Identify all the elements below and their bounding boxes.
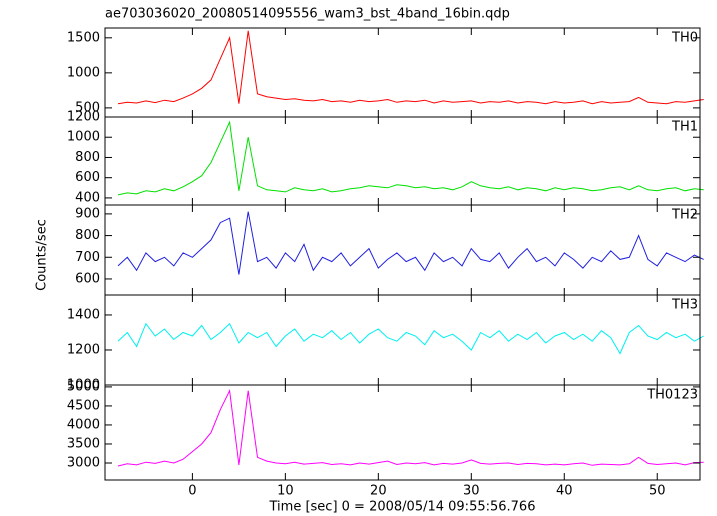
chart-title: ae703036020_20080514095556_wam3_bst_4ban… xyxy=(105,7,510,22)
y-tick-label: 600 xyxy=(75,170,100,185)
y-tick-label: 700 xyxy=(75,250,100,265)
y-tick-label: 400 xyxy=(75,190,100,205)
y-tick-label: 4500 xyxy=(67,398,100,413)
panel-label: TH0123 xyxy=(646,388,698,403)
panel-frame xyxy=(104,204,701,296)
y-tick-label: 800 xyxy=(75,228,100,243)
y-tick-label: 900 xyxy=(75,206,100,221)
x-tick-label: 0 xyxy=(188,484,196,499)
y-tick-label: 1000 xyxy=(67,65,100,80)
light-curve xyxy=(117,30,704,105)
y-tick-label: 1200 xyxy=(67,110,100,125)
panel-frame xyxy=(104,116,701,206)
panel-label: TH0 xyxy=(671,31,698,46)
light-curve xyxy=(117,120,704,196)
panel-frame xyxy=(104,384,701,481)
panel-frame xyxy=(104,294,701,386)
light-curve xyxy=(117,322,704,355)
y-tick-label: 3500 xyxy=(67,436,100,451)
panel-frame xyxy=(104,27,701,118)
y-tick-label: 1200 xyxy=(67,342,100,357)
y-tick-label: 1500 xyxy=(67,30,100,45)
y-tick-label: 5000 xyxy=(67,379,100,394)
y-tick-label: 4000 xyxy=(67,417,100,432)
panel-label: TH2 xyxy=(671,208,698,223)
y-tick-label: 1000 xyxy=(67,130,100,145)
x-tick-label: 50 xyxy=(649,484,666,499)
y-tick-label: 3000 xyxy=(67,455,100,470)
x-axis-label: Time [sec] 0 = 2008/05/14 09:55:56.766 xyxy=(269,500,536,515)
panel-label: TH1 xyxy=(671,120,698,135)
y-tick-label: 500 xyxy=(75,100,100,115)
y-tick-label: 1400 xyxy=(67,307,100,322)
x-tick-label: 40 xyxy=(556,484,573,499)
y-tick-label: 600 xyxy=(75,271,100,286)
light-curve xyxy=(117,388,704,467)
y-axis-label: Counts/sec xyxy=(35,219,50,291)
panel-label: TH3 xyxy=(671,298,698,313)
x-tick-label: 30 xyxy=(463,484,480,499)
x-tick-label: 10 xyxy=(277,484,294,499)
light-curve xyxy=(117,211,704,275)
y-tick-label: 1000 xyxy=(67,378,100,393)
x-tick-label: 20 xyxy=(370,484,387,499)
y-tick-label: 800 xyxy=(75,150,100,165)
